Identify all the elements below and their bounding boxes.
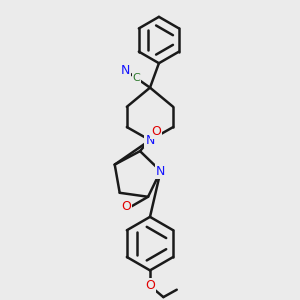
Text: O: O (145, 279, 155, 292)
Text: C: C (133, 73, 140, 83)
Text: N: N (145, 134, 155, 147)
Text: O: O (151, 125, 161, 138)
Text: N: N (121, 64, 130, 77)
Text: N: N (156, 164, 165, 178)
Text: O: O (122, 200, 131, 213)
